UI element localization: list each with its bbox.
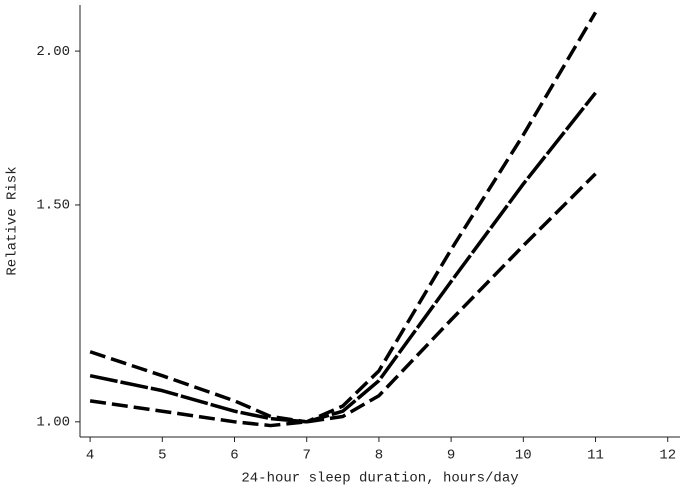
y-tick-label: 1.50 xyxy=(36,198,70,214)
x-tick-label: 11 xyxy=(587,448,604,464)
x-tick-label: 4 xyxy=(86,448,94,464)
x-tick-label: 9 xyxy=(447,448,455,464)
y-tick-label: 1.00 xyxy=(36,415,70,431)
x-tick-label: 12 xyxy=(659,448,676,464)
data-line xyxy=(89,91,597,424)
x-tick-label: 6 xyxy=(230,448,238,464)
y-tick-label: 2.00 xyxy=(36,44,70,60)
x-tick-label: 5 xyxy=(158,448,166,464)
data-line xyxy=(89,11,598,424)
x-axis-label: 24-hour sleep duration, hours/day xyxy=(241,471,518,487)
x-tick-label: 10 xyxy=(515,448,532,464)
x-tick-label: 7 xyxy=(303,448,311,464)
x-tick-label: 8 xyxy=(375,448,383,464)
data-line xyxy=(89,172,597,428)
y-axis-label: Relative Risk xyxy=(5,166,21,275)
